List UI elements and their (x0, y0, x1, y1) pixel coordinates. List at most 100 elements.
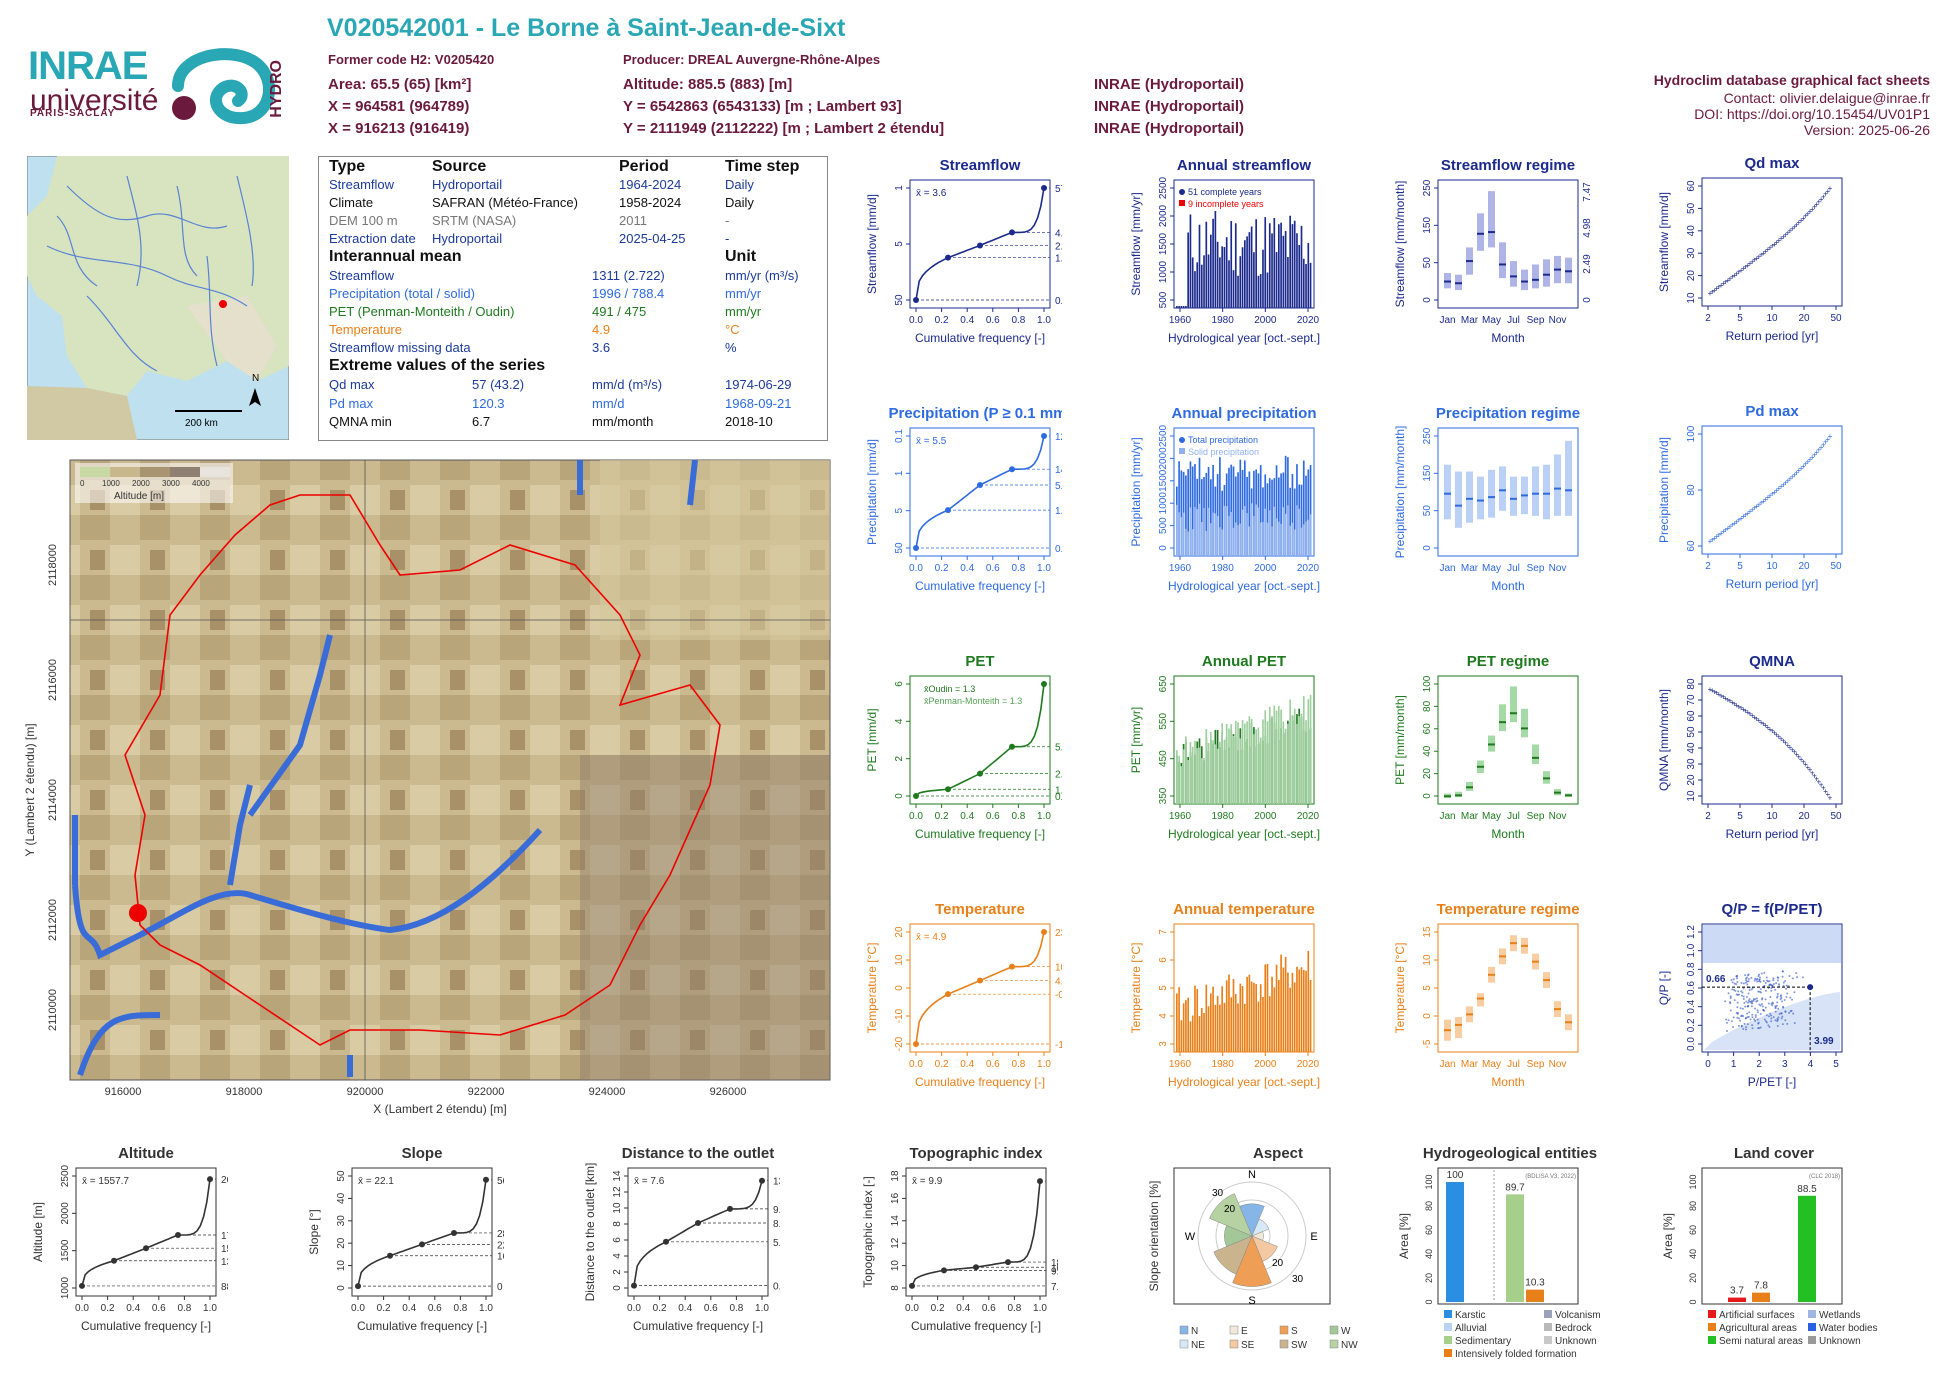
scatter-point (1751, 1027, 1754, 1030)
x-tick-label: 10 (1766, 313, 1778, 324)
y-tick-label: 5 (1422, 985, 1433, 991)
y-tick-label: 80 (1686, 678, 1697, 690)
y-tick-label: 14 (612, 1170, 623, 1182)
x-axis-label: Cumulative frequency [-] (915, 827, 1045, 841)
annual-bar (1228, 467, 1230, 556)
y-tick-label: 10 (612, 1202, 623, 1214)
x-tick-label: 0.6 (982, 1303, 996, 1314)
scatter-point (1772, 1016, 1775, 1019)
legend-title: Altitude [m] (114, 491, 164, 502)
x-tick-label: 20 (1798, 313, 1810, 324)
annual-bar (1266, 272, 1269, 308)
scatter-point (1725, 1018, 1728, 1021)
extreme-point: + (1737, 702, 1742, 711)
y-tick-label: 550 (1158, 713, 1169, 730)
quantile-point (727, 1205, 733, 1212)
extreme-point: + (1708, 685, 1713, 694)
x-tick-label: 20 (1798, 811, 1810, 822)
x-tick-label: 5 (1737, 313, 1743, 324)
scatter-point (1749, 1018, 1752, 1021)
extreme-point: + (1774, 486, 1779, 495)
legend-swatch (1444, 1310, 1452, 1318)
altitude: Altitude: 885.5 (883) [m] (623, 76, 793, 93)
quantile-label: 5.6 (773, 1238, 780, 1249)
extreme-point: + (1743, 263, 1748, 272)
y-tick-label: 20 (1688, 1273, 1698, 1283)
annual-bar-secondary (1278, 521, 1280, 556)
annual-bar (1291, 224, 1294, 308)
scatter-point (1779, 998, 1782, 1001)
legend-entry: 51 complete years (1188, 187, 1262, 197)
extreme-point: + (1739, 704, 1744, 713)
distance-chart: Distance to the outlet Cumulative frequen… (583, 1145, 780, 1333)
x-tick-label: Mar (1461, 811, 1479, 822)
extreme-point: + (1790, 745, 1795, 754)
x-tick-label: 2 (1756, 1059, 1762, 1070)
x-tick-label: 2020 (1297, 563, 1320, 574)
annual-bar (1232, 466, 1235, 556)
annual-bar-secondary (1259, 737, 1262, 804)
map-xtick: 926000 (710, 1086, 747, 1098)
annual-bar (1291, 473, 1294, 556)
scatter-point (1735, 975, 1738, 978)
y-tick-label: 500 (1158, 291, 1169, 308)
scatter-point (1764, 989, 1767, 992)
annual-bar (1207, 1006, 1210, 1052)
extreme-value: 120.3 (472, 396, 505, 411)
extreme-point: + (1790, 472, 1795, 481)
y-tick-label: 10 (1422, 954, 1433, 966)
inter-name: PET (Penman-Monteith / Oudin) (329, 304, 515, 319)
quantile-label: 56 (497, 1176, 504, 1187)
scatter-point (1767, 1002, 1770, 1005)
y-tick-label: 8 (890, 1285, 901, 1291)
extreme-point: + (1732, 271, 1737, 280)
annual-bar (1232, 270, 1235, 308)
annual-bar (1241, 247, 1244, 308)
altitude-legend-bar (80, 467, 230, 477)
annual-bar-secondary (1230, 724, 1233, 804)
version: Version: 2025-06-26 (1803, 122, 1930, 138)
extreme-point: + (1745, 261, 1750, 270)
annual-bar-secondary (1291, 522, 1294, 556)
annual-bar (1196, 262, 1199, 308)
y-tick-label: 50 (894, 294, 905, 306)
scatter-point (1732, 978, 1735, 981)
y-tick-label: 1000 (1158, 260, 1169, 283)
legend-entry: SW (1291, 1340, 1308, 1351)
x-tick-label: 0.6 (152, 1303, 166, 1314)
extreme-point: + (1794, 220, 1799, 229)
pet-chart: PET Cumulative frequency [-] PET [mm/d] 0.0… (865, 653, 1062, 841)
y-axis-label: Q/P [-] (1657, 971, 1671, 1005)
x-axis-label: Cumulative frequency [-] (915, 331, 1045, 345)
x-tick-label: 0.6 (986, 315, 1000, 326)
scatter-point (1776, 1001, 1779, 1004)
scatter-point (1736, 1006, 1739, 1009)
x-tick-label: 0.2 (935, 1059, 949, 1070)
quantile-point (1009, 229, 1015, 236)
y-tick-label: 50 (1422, 505, 1433, 517)
x-tick-label: 0.2 (935, 563, 949, 574)
pd_max-chart: Pd max Return period [yr] Precipitation [m… (1657, 403, 1843, 591)
scatter-point (1777, 1007, 1780, 1010)
annual-bar (1214, 1004, 1217, 1052)
extreme-point: + (1734, 269, 1739, 278)
annual-bar-secondary (1228, 728, 1230, 804)
annual-bar (1300, 225, 1303, 308)
annual-bar-secondary (1223, 505, 1226, 556)
scatter-point (1735, 983, 1738, 986)
extreme-point: + (1748, 507, 1753, 516)
rose-sector (1213, 1235, 1253, 1275)
rose-sector (1232, 1235, 1272, 1287)
quantile-label: 14.7 (1055, 465, 1062, 476)
x-tick-label: 0.0 (909, 315, 923, 326)
extreme-point: + (1821, 440, 1826, 449)
quantile-point (1005, 1259, 1011, 1266)
annual-bar (1244, 240, 1246, 308)
quantile-label: 885 (221, 1282, 228, 1293)
quantile-point (1009, 963, 1015, 970)
scatter-point (1781, 970, 1784, 973)
annual-bar-secondary (1205, 728, 1208, 804)
north-arrow-icon (249, 388, 261, 406)
annual-bar-secondary (1284, 728, 1287, 804)
annual-bar-secondary (1302, 524, 1305, 556)
